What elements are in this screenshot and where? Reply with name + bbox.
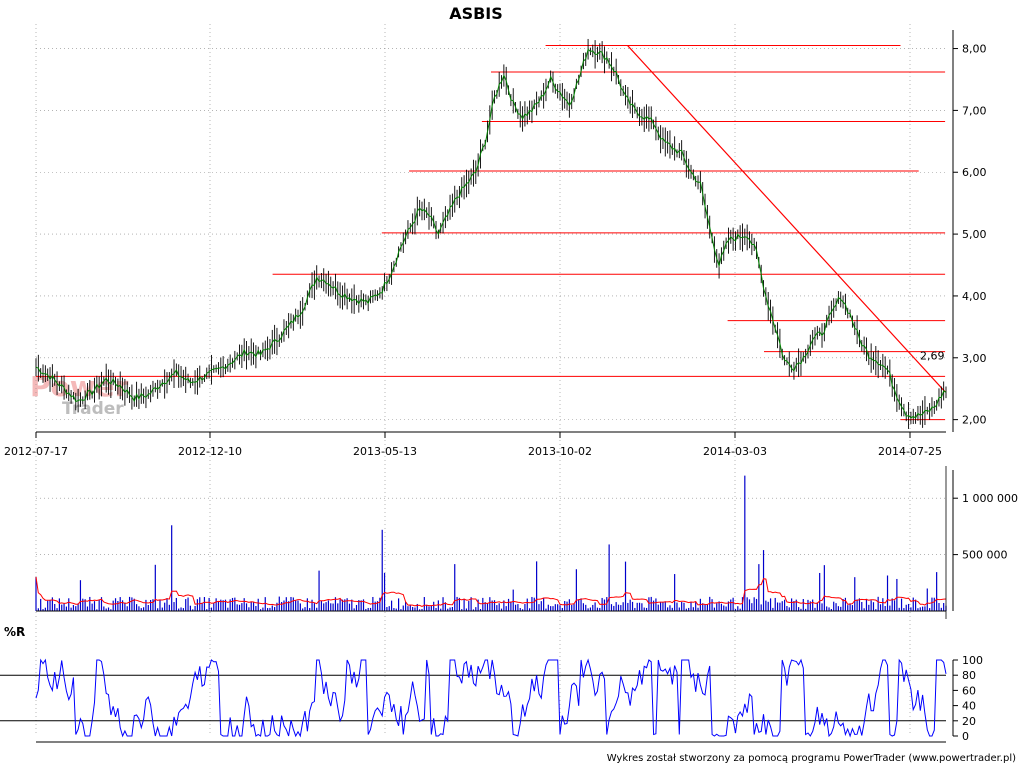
r-tick-label: 60 [962,684,976,697]
r-tick-label: 80 [962,669,976,682]
date-tick-label: 2014-07-25 [878,445,942,458]
date-tick-label: 2014-03-03 [703,445,767,458]
date-axis: 2012-07-17 2012-12-10 2013-05-13 2013-10-02… [4,431,946,458]
date-tick-label: 2012-07-17 [4,445,68,458]
price-tick-label: 8,00 [962,43,987,56]
volume-average-line [35,576,947,608]
price-tick-label: 2,00 [962,414,987,427]
volume-tick-label: 1 000 000 [962,492,1018,505]
price-tick-label: 7,00 [962,104,987,117]
price-tick-label: 5,00 [962,228,987,241]
watermark-trader: Trader [62,399,124,419]
r-panel-label: %R [4,625,25,639]
footer-note: Wykres został stworzony za pomocą progra… [607,753,1016,764]
date-tick-label: 2012-12-10 [178,445,242,458]
price-tick-label: 4,00 [962,290,987,303]
r-tick-label: 100 [962,654,983,667]
price-y-axis: 2,00 3,00 4,00 5,00 6,00 7,00 8,00 [952,30,987,432]
price-tick-label: 3,00 [962,352,987,365]
chart-title: ASBIS [449,4,503,23]
date-tick-label: 2013-10-02 [528,445,592,458]
r-y-axis: 0 20 40 60 80 100 [952,654,983,743]
r-line [35,658,947,738]
date-tick-label: 2013-05-13 [353,445,417,458]
williams-r-panel: %R 0 20 40 60 80 100 [0,625,983,743]
volume-bars [35,475,947,611]
price-panel: 2,69 2,00 3,00 4,00 5,00 6,00 7,00 8,00 2012-0… [4,30,987,458]
volume-panel: 500 000 1 000 000 [35,466,1018,619]
watermark: Power Trader [30,370,129,419]
watermark-power: Power [30,370,129,403]
volume-y-axis: 500 000 1 000 000 [36,466,1018,619]
r-tick-label: 40 [962,700,976,713]
price-line [35,48,947,419]
support-resistance-levels [36,44,946,421]
r-tick-label: 0 [962,730,969,743]
last-price-label: 2,69 [920,350,945,363]
volume-tick-label: 500 000 [962,549,1008,562]
r-tick-label: 20 [962,715,976,728]
grid [35,24,946,736]
trend-line [627,45,946,393]
price-tick-label: 6,00 [962,166,987,179]
